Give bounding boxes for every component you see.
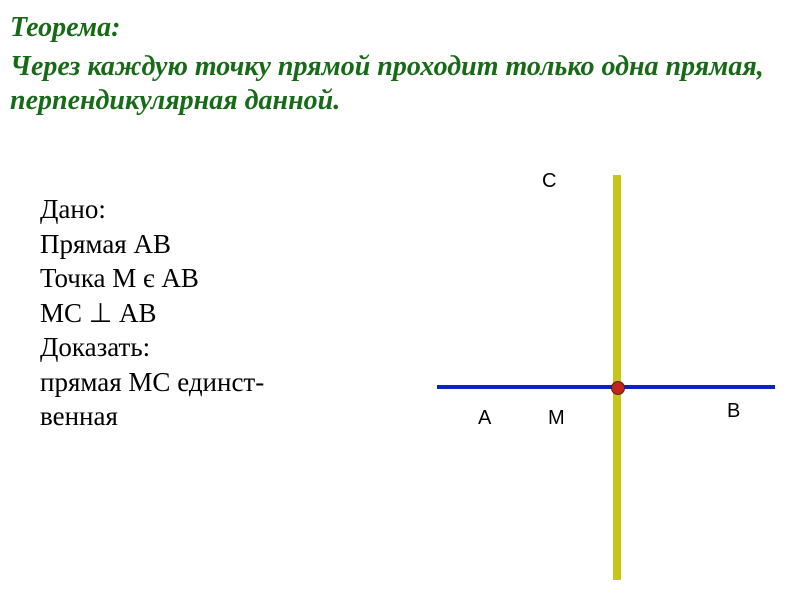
geometry-diagram: С А М В	[420, 155, 780, 585]
given-line: МС ⊥ АВ	[40, 296, 264, 331]
label-A: А	[478, 407, 491, 430]
given-block: Дано: Прямая АВ Точка М є АВ МС ⊥ АВ Док…	[40, 192, 264, 434]
line-MC	[613, 175, 621, 580]
given-line: Доказать:	[40, 330, 264, 365]
theorem-label: Теорема:	[10, 12, 120, 44]
label-C: С	[542, 170, 556, 193]
line-AB	[437, 385, 775, 389]
theorem-text: Через каждую точку прямой проходит тольк…	[10, 50, 780, 117]
given-line: прямая МС единст-	[40, 365, 264, 400]
given-line: венная	[40, 399, 264, 434]
given-line: Прямая АВ	[40, 227, 264, 262]
given-header: Дано:	[40, 192, 264, 227]
label-M: М	[548, 407, 565, 430]
slide: Теорема: Через каждую точку прямой прохо…	[0, 0, 800, 600]
point-M	[611, 381, 625, 395]
label-B: В	[727, 400, 740, 423]
given-line: Точка М є АВ	[40, 261, 264, 296]
